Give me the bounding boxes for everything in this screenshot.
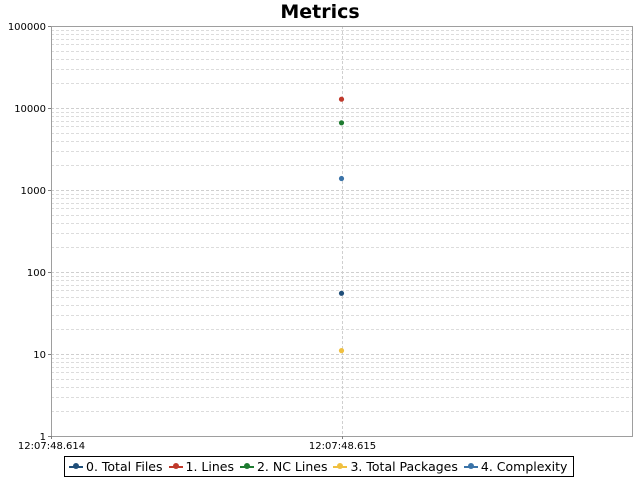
- data-point: [338, 96, 345, 102]
- y-tick-label: 100: [27, 268, 46, 279]
- y-tick-label: 10000: [14, 104, 46, 115]
- legend-label: 2. NC Lines: [256, 459, 328, 474]
- data-points: [338, 96, 345, 354]
- y-tick-label: 1: [40, 432, 46, 443]
- legend-marker: [239, 462, 254, 471]
- data-point: [338, 175, 345, 182]
- legend-label: 0. Total Files: [86, 459, 163, 474]
- chart-title: Metrics: [280, 1, 360, 23]
- legend-item: 0. Total Files: [69, 459, 163, 474]
- y-tick-label: 10: [33, 350, 46, 361]
- legend-item: 3. Total Packages: [333, 459, 458, 474]
- legend-marker: [69, 462, 83, 471]
- y-axis: 1 10 100 1000 10000 100000: [8, 22, 51, 443]
- legend-item: 1. Lines: [168, 459, 234, 474]
- legend-marker: [168, 462, 183, 471]
- data-point: [338, 290, 345, 296]
- x-tick-label: 12:07:48.614: [18, 441, 85, 452]
- grid: [51, 26, 632, 437]
- x-tick-label: 12:07:48.615: [309, 441, 376, 452]
- legend-label: 4. Complexity: [480, 459, 568, 474]
- y-tick-label: 1000: [21, 186, 46, 197]
- data-point: [338, 348, 345, 354]
- legend-marker: [333, 462, 348, 471]
- legend-item: 4. Complexity: [463, 459, 568, 474]
- data-point: [338, 120, 345, 126]
- legend-item: 2. NC Lines: [239, 459, 328, 474]
- legend: 0. Total Files 1. Lines 2. NC Lines 3. Tota…: [64, 456, 574, 477]
- legend-label: 1. Lines: [185, 459, 234, 474]
- x-axis: 12:07:48.614 12:07:48.615: [18, 436, 376, 452]
- y-tick-label: 100000: [8, 22, 46, 33]
- legend-label: 3. Total Packages: [350, 459, 458, 474]
- legend-marker: [463, 462, 478, 471]
